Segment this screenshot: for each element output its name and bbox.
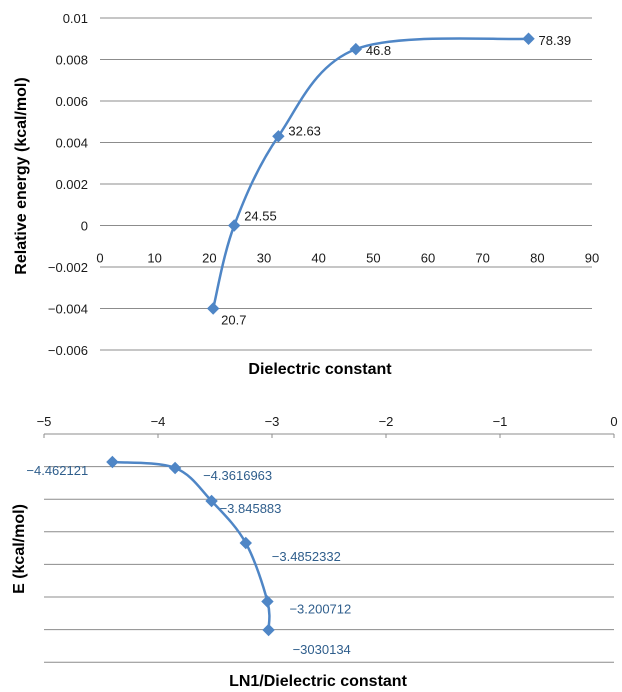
x-tick-label: −3 xyxy=(265,414,280,429)
x-tick-label: −2 xyxy=(379,414,394,429)
x-tick-label: −4 xyxy=(151,414,166,429)
y-tick-label: −0.004 xyxy=(48,302,88,317)
data-label: 24.55 xyxy=(244,209,277,224)
x-tick-label: 30 xyxy=(257,251,271,266)
y-axis-title: Relative energy (kcal/mol) xyxy=(13,77,30,274)
y-tick-label: 0.004 xyxy=(55,136,88,151)
x-tick-label: 20 xyxy=(202,251,216,266)
y-tick-label: 0.006 xyxy=(55,94,88,109)
x-axis-title: Dielectric constant xyxy=(248,361,392,378)
data-point xyxy=(349,42,363,56)
x-tick-label: 50 xyxy=(366,251,380,266)
x-tick-label: 10 xyxy=(147,251,161,266)
x-tick-label: 0 xyxy=(610,414,617,429)
data-label: −3.4852332 xyxy=(272,549,341,564)
data-point xyxy=(206,302,220,315)
series-line xyxy=(211,37,530,310)
data-label: 20.7 xyxy=(221,313,246,328)
data-label: 32.63 xyxy=(288,123,321,138)
data-label: −4.462121 xyxy=(26,463,88,478)
data-label: 78.39 xyxy=(539,33,572,48)
data-label: −3.200712 xyxy=(289,602,351,617)
y-tick-label: 0 xyxy=(81,219,88,234)
data-point xyxy=(261,595,274,608)
data-point xyxy=(272,130,285,143)
y-tick-label: 0.01 xyxy=(63,11,88,26)
data-point xyxy=(239,536,252,550)
x-tick-label: 90 xyxy=(585,251,599,266)
x-tick-label: 40 xyxy=(311,251,325,266)
data-label: −3.845883 xyxy=(220,501,282,516)
x-tick-label: −5 xyxy=(37,414,52,429)
y-axis-title: E (kcal/mol) xyxy=(11,504,28,594)
y-tick-label: −0.006 xyxy=(48,343,88,358)
chart-dielectric-vs-energy: 0.01 0.008 0.006 0.004 0.002 0 −0.002 −0.004 −0.… xyxy=(13,11,599,378)
data-point xyxy=(262,623,275,637)
data-point xyxy=(168,461,182,475)
x-tick-label: 80 xyxy=(530,251,544,266)
data-label: −3030134 xyxy=(293,642,351,657)
data-label: 46.8 xyxy=(366,43,391,58)
data-label: −4.3616963 xyxy=(203,468,272,483)
x-tick-label: 60 xyxy=(421,251,435,266)
y-tick-label: −0.002 xyxy=(48,260,88,275)
chart-ln-dielectric-vs-energy: −5 −4 −3 −2 −1 0 −4.462121 −4.3616963 −3.845883… xyxy=(11,414,618,690)
x-tick-label: −1 xyxy=(493,414,508,429)
x-tick-label: 0 xyxy=(96,251,103,266)
data-point xyxy=(205,494,218,508)
y-tick-label: 0.002 xyxy=(55,177,88,192)
x-axis-title: LN1/Dielectric constant xyxy=(229,673,408,690)
data-point xyxy=(106,455,119,469)
y-tick-label: 0.008 xyxy=(55,53,88,68)
data-point xyxy=(522,32,535,45)
x-tick-label: 70 xyxy=(475,251,489,266)
data-point xyxy=(227,219,241,232)
